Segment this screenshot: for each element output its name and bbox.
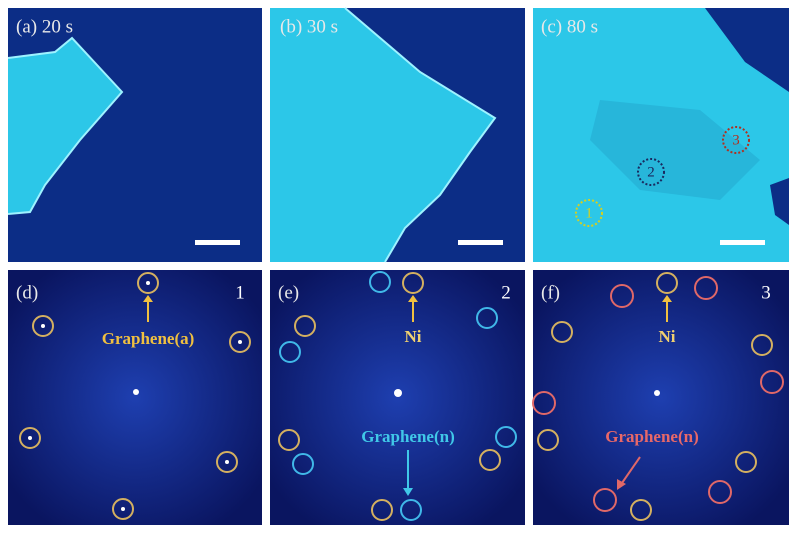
panel-label: (f)	[541, 282, 560, 303]
panel-d: (d) 1 Graphene(a)	[8, 270, 262, 525]
panel-e: (e) 2 Ni Graphene(n)	[270, 270, 525, 525]
marker-label: 3	[732, 132, 740, 148]
marker-label: 1	[585, 205, 593, 221]
annotation: Ni	[405, 327, 422, 346]
panel-label: (e)	[278, 282, 299, 303]
panel-label: (d)	[16, 282, 38, 303]
annotation: Graphene(a)	[102, 329, 195, 348]
panel-number: 1	[235, 282, 245, 303]
panel-label: (a) 20 s	[16, 16, 73, 37]
annotation: Ni	[659, 327, 676, 346]
panel-number: 2	[501, 282, 511, 303]
panel-number: 3	[761, 282, 771, 303]
panel-f: (f) 3 Ni Graphene(n)	[532, 270, 789, 525]
annotation: Graphene(n)	[605, 427, 699, 446]
annotation: Graphene(n)	[361, 427, 455, 446]
panel-a: (a) 20 s	[7, 8, 262, 262]
panel-label: (b) 30 s	[280, 16, 338, 37]
panel-c: 1 2 3 (c) 80 s	[533, 8, 789, 262]
panel-b: (b) 30 s	[270, 7, 525, 263]
marker-label: 2	[647, 164, 655, 180]
panel-label: (c) 80 s	[541, 16, 598, 37]
